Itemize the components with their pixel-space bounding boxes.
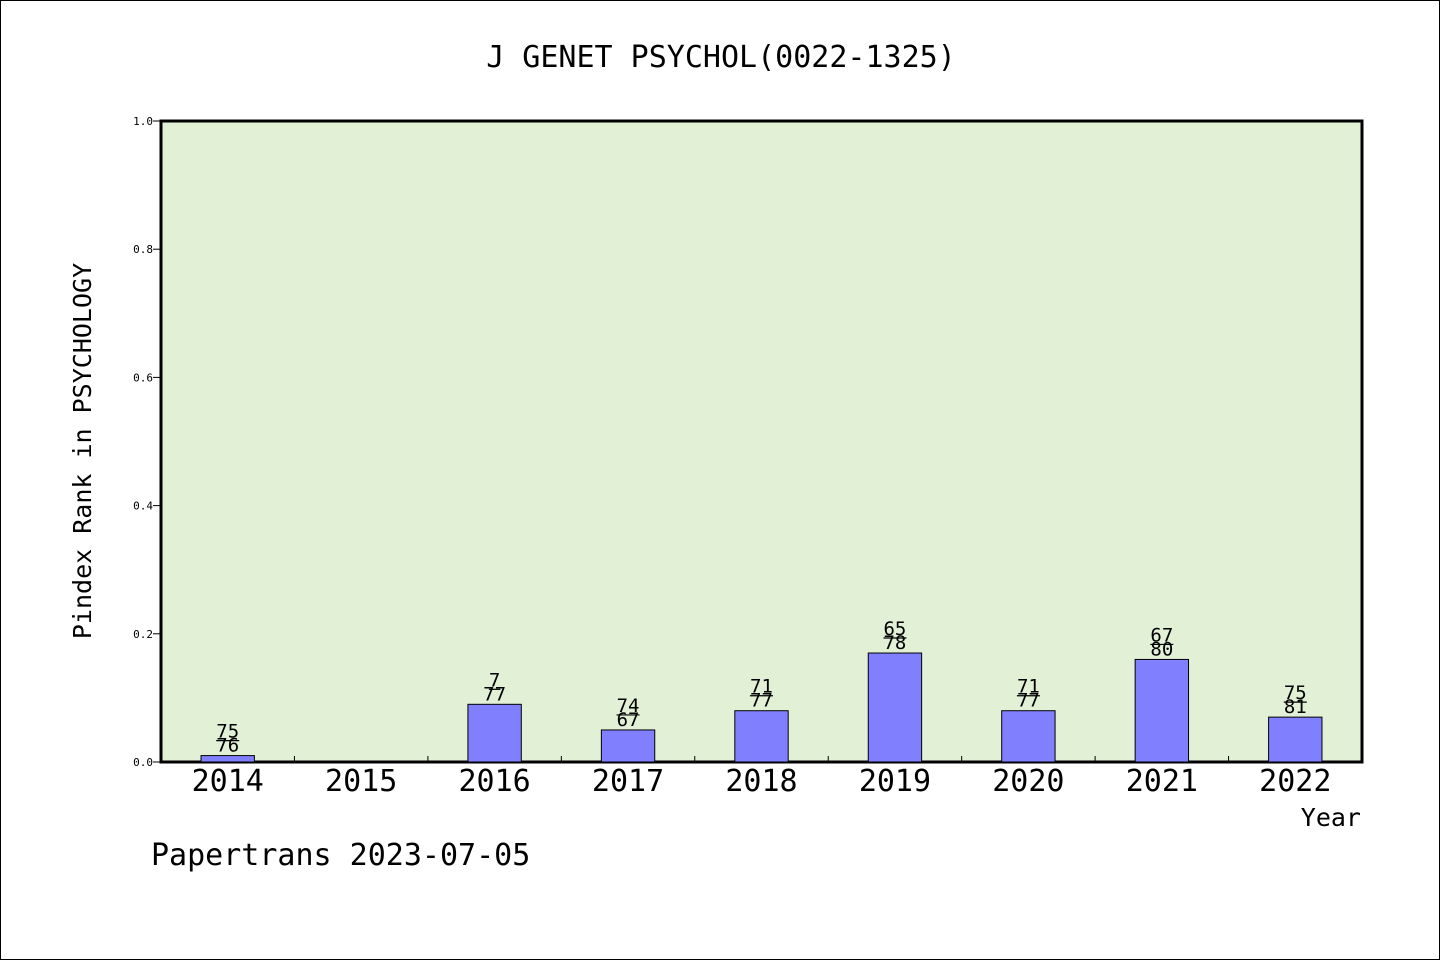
bar-label-top: 65 <box>883 618 906 640</box>
footer-credit: Papertrans 2023-07-05 <box>151 838 530 873</box>
y-tick-label: 1.0 <box>133 115 153 128</box>
x-tick-label: 2020 <box>992 764 1064 799</box>
y-tick-label: 0.0 <box>133 756 153 769</box>
bar <box>734 710 789 763</box>
y-axis-ticks: 0.0 0.2 0.4 0.6 0.8 1.0 <box>133 115 161 769</box>
x-tick-label: 2017 <box>592 764 664 799</box>
x-tick-label: 2015 <box>325 764 397 799</box>
y-axis-label: Pindex Rank in PSYCHOLOGY <box>68 263 97 639</box>
y-tick-label: 0.2 <box>133 628 153 641</box>
x-tick-label: 2022 <box>1259 764 1331 799</box>
x-tick-label: 2018 <box>725 764 797 799</box>
bar-label-top: 67 <box>1150 624 1173 646</box>
bar-label-top: 75 <box>1284 682 1307 704</box>
bar <box>1134 658 1190 763</box>
y-tick-label: 0.8 <box>133 243 153 256</box>
y-tick-label: 0.6 <box>133 371 153 384</box>
y-tick-label: 0.4 <box>133 500 153 513</box>
bar <box>467 703 522 763</box>
x-axis-ticks: 2014 2015 2016 2017 2018 2019 2020 2021 2022 <box>192 756 1331 799</box>
bar-label-top: 71 <box>1017 676 1040 698</box>
bars <box>200 652 1323 763</box>
bar-label-top: 74 <box>617 695 640 717</box>
x-tick-label: 2016 <box>458 764 530 799</box>
x-tick-label: 2014 <box>192 764 264 799</box>
x-axis-label: Year <box>1301 803 1361 832</box>
bar <box>867 652 923 763</box>
bar <box>1268 716 1323 763</box>
bar <box>600 729 656 763</box>
bar-label-top: 7 <box>489 669 500 691</box>
bar-label-top: 75 <box>216 721 239 743</box>
bar-label-top: 71 <box>750 676 773 698</box>
x-tick-label: 2021 <box>1126 764 1198 799</box>
bar <box>200 755 255 763</box>
x-tick-label: 2019 <box>859 764 931 799</box>
chart-title: J GENET PSYCHOL(0022-1325) <box>486 40 956 75</box>
bar <box>1001 710 1056 763</box>
plot-area <box>159 119 1364 764</box>
